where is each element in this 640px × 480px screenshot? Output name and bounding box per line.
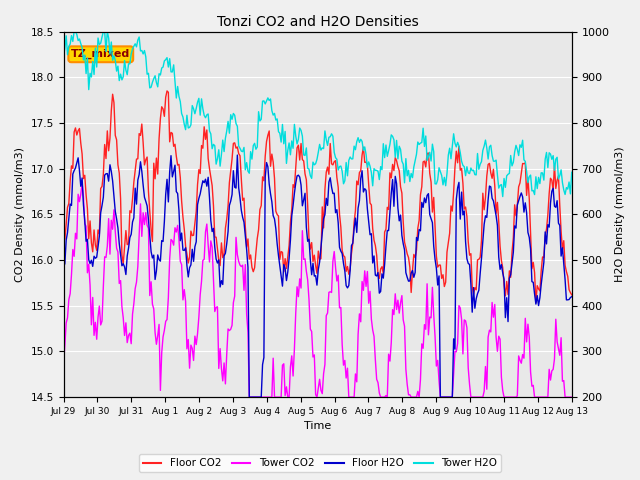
Text: TZ_mixed: TZ_mixed [71, 49, 131, 60]
Y-axis label: H2O Density (mmol/m3): H2O Density (mmol/m3) [615, 146, 625, 282]
Y-axis label: CO2 Density (mmol/m3): CO2 Density (mmol/m3) [15, 147, 25, 282]
X-axis label: Time: Time [304, 421, 332, 432]
Title: Tonzi CO2 and H2O Densities: Tonzi CO2 and H2O Densities [217, 15, 419, 29]
Legend: Floor CO2, Tower CO2, Floor H2O, Tower H2O: Floor CO2, Tower CO2, Floor H2O, Tower H… [138, 454, 502, 472]
